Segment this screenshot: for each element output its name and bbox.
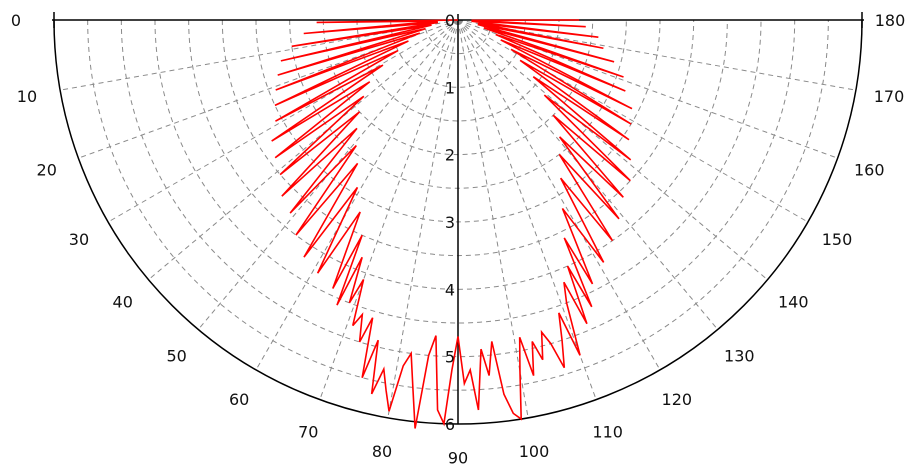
angle-tick-label: 90 — [448, 449, 468, 468]
grid-spoke — [457, 19, 661, 371]
grid-ring — [154, 19, 762, 324]
angle-tick-label: 120 — [662, 390, 693, 409]
grid-ring — [188, 19, 728, 290]
angle-tick-label: 80 — [372, 442, 392, 461]
angle-tick-label: 0 — [11, 11, 21, 30]
grid-spoke — [319, 19, 459, 400]
angle-tick-label: 130 — [724, 346, 755, 365]
radial-tick-label: 1 — [445, 78, 455, 97]
grid-spoke — [457, 19, 597, 400]
series-layer — [271, 19, 633, 429]
grid-spoke — [457, 19, 529, 418]
angle-tick-label: 10 — [17, 87, 37, 106]
grid-ring — [356, 19, 560, 122]
radial-tick-label: 3 — [445, 213, 455, 232]
angle-tick-label: 100 — [519, 442, 550, 461]
radial-tick-label: 4 — [445, 280, 455, 299]
angle-tick-label: 150 — [822, 230, 853, 249]
radial-tick-label: 0 — [445, 11, 455, 30]
angle-tick-label: 50 — [166, 346, 186, 365]
radial-tick-label: 5 — [445, 348, 455, 367]
grid-spoke — [457, 19, 809, 223]
grid-spoke — [255, 19, 459, 371]
grid-ring — [120, 19, 796, 358]
grid-ring — [87, 19, 829, 391]
grid-spoke — [457, 19, 768, 281]
grid-ring — [423, 19, 493, 55]
grid-spoke — [148, 19, 459, 281]
angle-tick-label: 170 — [874, 87, 905, 106]
angle-tick-label: 180 — [875, 11, 906, 30]
radial-tick-label: 2 — [445, 146, 455, 165]
angle-tick-label: 140 — [778, 292, 809, 311]
grid-spoke — [107, 19, 459, 223]
angle-tick-label: 160 — [854, 161, 885, 180]
angle-tick-label: 40 — [113, 292, 133, 311]
radial-tick-label: 6 — [445, 415, 455, 434]
angle-tick-label: 60 — [229, 390, 249, 409]
grid-spoke — [387, 19, 459, 418]
angle-tick-label: 20 — [37, 161, 57, 180]
angle-tick-label: 30 — [69, 230, 89, 249]
angle-tick-label: 70 — [298, 422, 318, 441]
series-line — [271, 19, 633, 429]
angle-tick-label: 110 — [592, 422, 623, 441]
